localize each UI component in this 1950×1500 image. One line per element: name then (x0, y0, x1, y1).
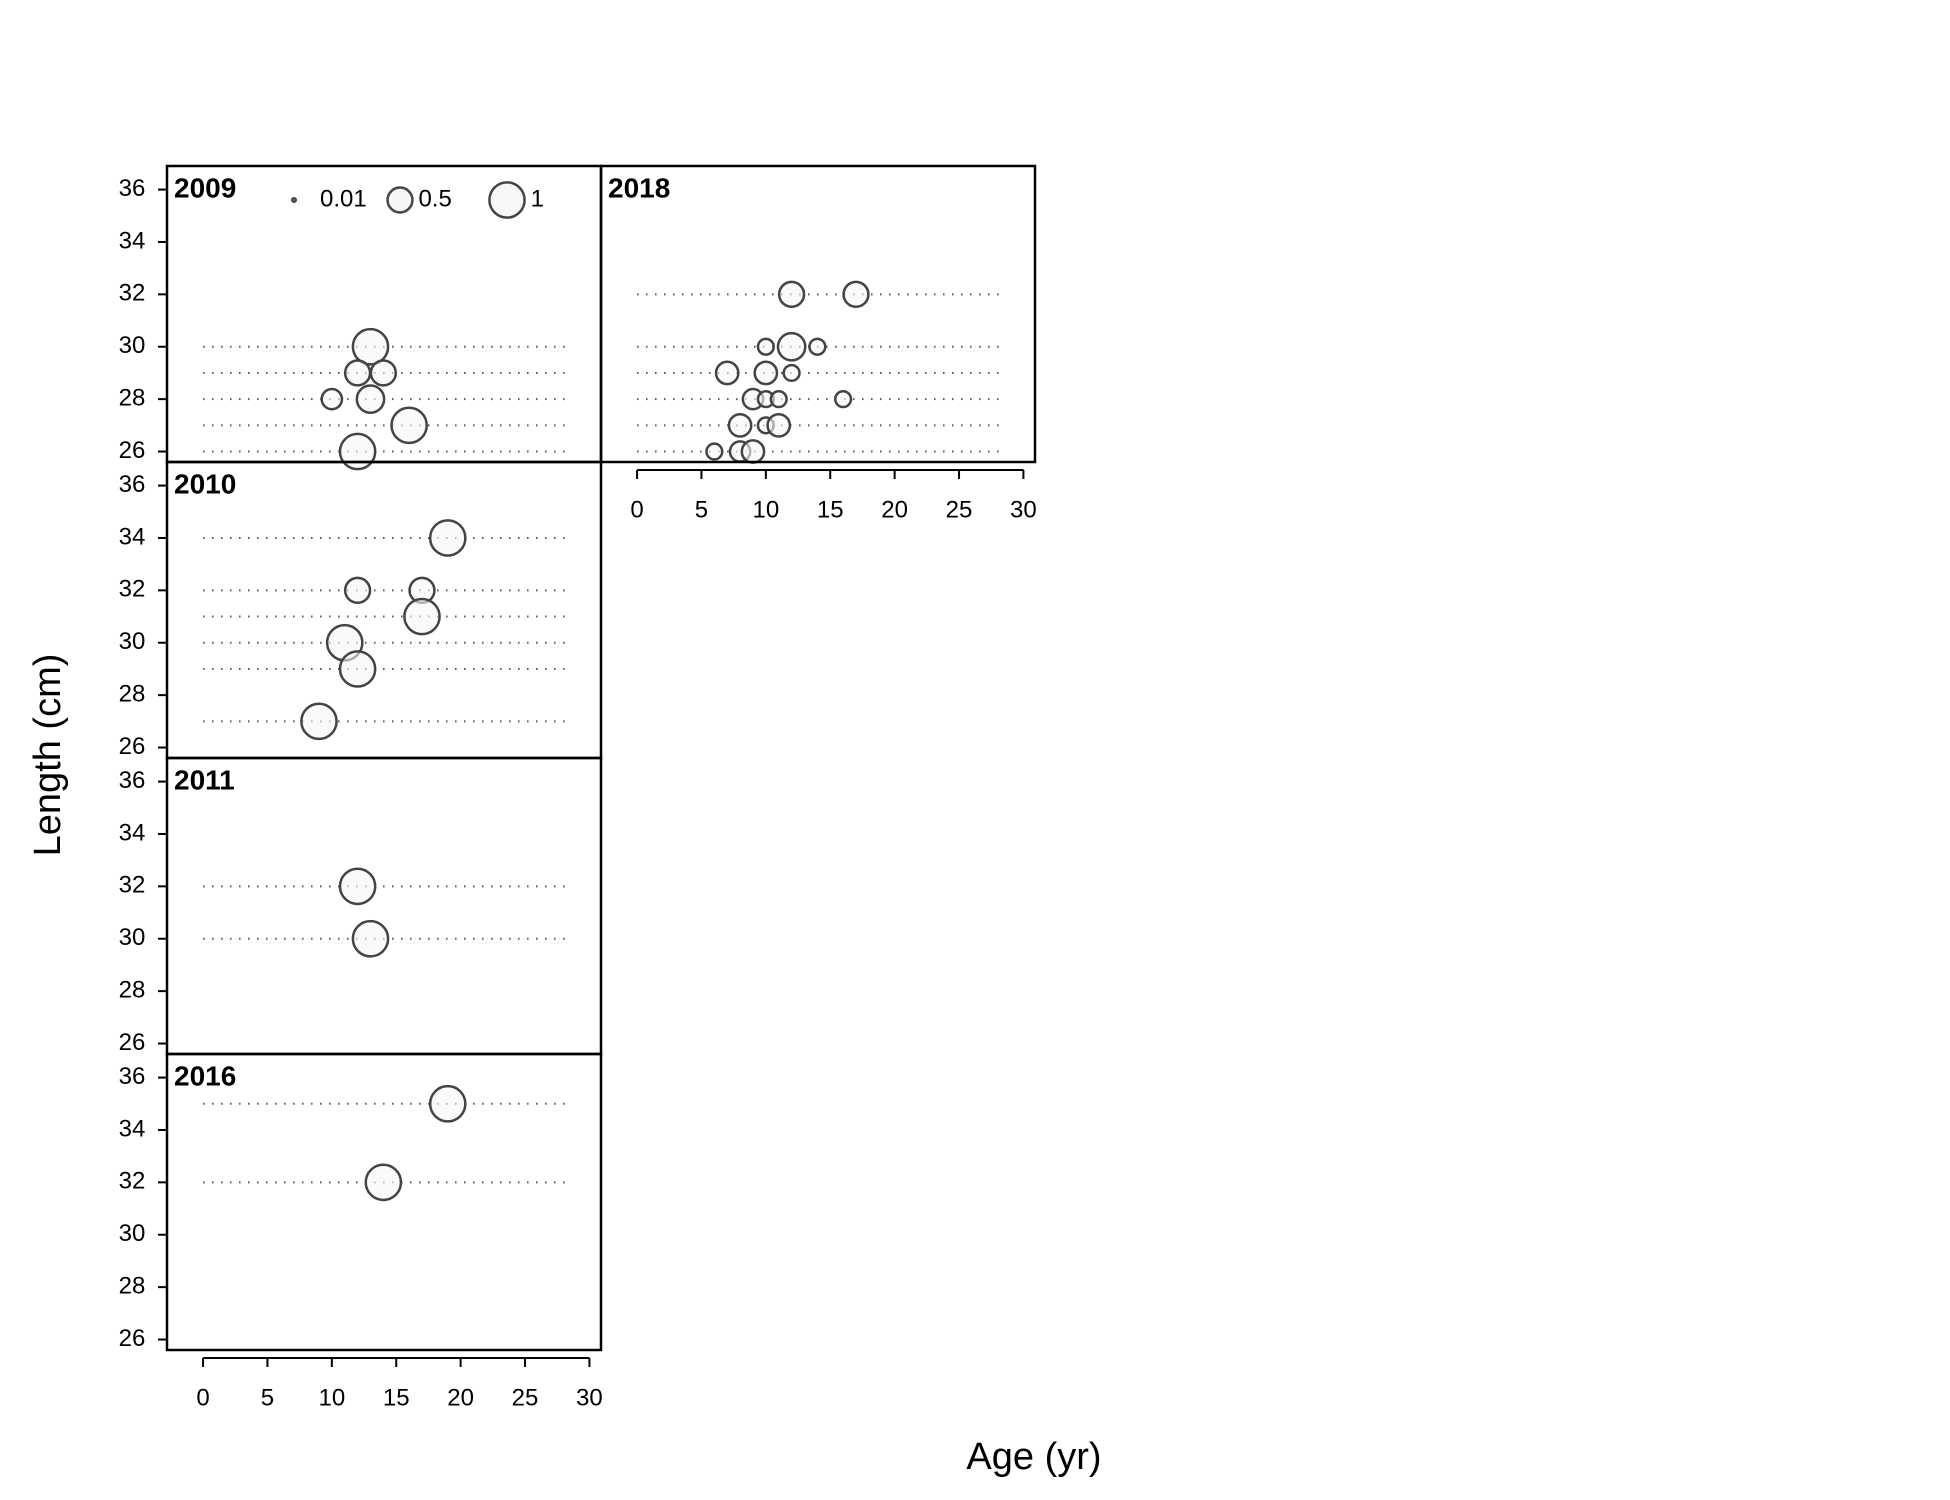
bubble (776, 331, 807, 362)
x-tick-label: 25 (512, 1384, 539, 1411)
panel-title: 2009 (174, 172, 236, 203)
y-tick-label: 34 (119, 227, 146, 254)
bubble (338, 650, 377, 688)
bubble (369, 359, 398, 387)
y-tick-label: 30 (119, 924, 146, 951)
y-tick-label: 32 (119, 280, 146, 307)
panel-frame (165, 460, 603, 760)
bubble (714, 360, 740, 386)
x-axis-label: Age (yr) (966, 1436, 1101, 1478)
y-tick-label: 26 (119, 437, 146, 464)
x-tick-label: 0 (196, 1384, 209, 1411)
bubble (727, 412, 753, 438)
panel-frame (165, 756, 603, 1056)
y-tick-label: 30 (119, 1220, 146, 1247)
y-tick-label: 36 (119, 471, 146, 498)
x-tick-label: 5 (695, 496, 708, 523)
y-tick-label: 32 (119, 576, 146, 603)
x-tick-label: 20 (881, 496, 908, 523)
x-tick-label: 30 (1010, 496, 1037, 523)
bubble (390, 406, 428, 445)
x-tick-label: 30 (576, 1384, 603, 1411)
y-tick-label: 34 (119, 523, 146, 550)
bubble (343, 359, 372, 387)
bubble (808, 337, 827, 356)
x-tick-label: 5 (261, 1384, 274, 1411)
y-tick-label: 26 (119, 1325, 146, 1352)
bubble (766, 412, 792, 438)
legend-label: 0.01 (320, 185, 367, 212)
bubble (756, 337, 775, 356)
y-tick-label: 28 (119, 1272, 146, 1299)
bubble (338, 432, 377, 471)
y-tick-label: 32 (119, 872, 146, 899)
panel-title: 2018 (608, 172, 670, 203)
bubble (769, 390, 788, 409)
y-tick-label: 28 (119, 384, 146, 411)
y-tick-label: 28 (119, 680, 146, 707)
bubble (351, 919, 390, 958)
bubble (428, 1084, 467, 1123)
x-tick-label: 0 (630, 496, 643, 523)
legend-bubble (386, 186, 414, 214)
y-tick-label: 30 (119, 332, 146, 359)
y-tick-label: 26 (119, 733, 146, 760)
bubble (842, 280, 870, 309)
legend-label: 1 (531, 185, 544, 212)
bubble (338, 867, 377, 906)
bubble (705, 442, 724, 461)
bubble (833, 390, 853, 409)
legend-bubble (488, 181, 526, 219)
x-tick-label: 10 (752, 496, 779, 523)
y-axis-label: Length (cm) (27, 654, 69, 857)
panel-frame (599, 164, 1037, 464)
bubble (355, 384, 386, 415)
bubble (351, 327, 390, 366)
bubble (777, 280, 806, 309)
bubble (403, 597, 441, 636)
y-tick-label: 26 (119, 1029, 146, 1056)
x-tick-label: 15 (383, 1384, 410, 1411)
legend-bubble (290, 196, 298, 204)
y-tick-label: 30 (119, 628, 146, 655)
bubble (428, 519, 467, 557)
y-tick-label: 32 (119, 1168, 146, 1195)
bubble (782, 363, 801, 383)
x-tick-label: 10 (318, 1384, 345, 1411)
legend-label: 0.5 (418, 185, 451, 212)
y-tick-label: 28 (119, 976, 146, 1003)
x-tick-label: 25 (946, 496, 973, 523)
y-tick-label: 34 (119, 819, 146, 846)
bubble (740, 439, 766, 464)
panel-title: 2010 (174, 468, 236, 499)
bubble (320, 387, 344, 411)
x-tick-label: 15 (817, 496, 844, 523)
bubble (364, 1163, 403, 1202)
bubble (300, 702, 338, 741)
bubble (343, 576, 372, 605)
bubble (753, 360, 779, 386)
y-tick-label: 34 (119, 1115, 146, 1142)
x-tick-label: 20 (447, 1384, 474, 1411)
panel-frame (165, 1052, 603, 1352)
panel-title: 2016 (174, 1060, 236, 1091)
y-tick-label: 36 (119, 767, 146, 794)
panel-title: 2011 (174, 764, 235, 795)
y-tick-label: 36 (119, 1063, 146, 1090)
y-tick-label: 36 (119, 175, 146, 202)
